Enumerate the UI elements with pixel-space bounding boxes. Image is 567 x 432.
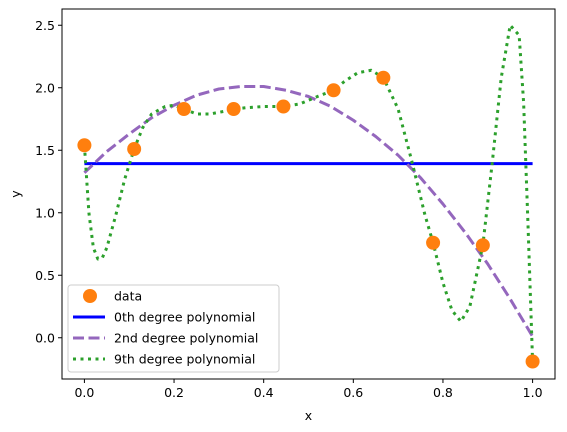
- data-point: [475, 238, 490, 253]
- legend-entry: data: [83, 289, 142, 304]
- legend-label: 2nd degree polynomial: [114, 331, 258, 346]
- legend-entry: 2nd degree polynomial: [73, 331, 258, 346]
- data-point: [525, 354, 540, 369]
- data-point: [426, 235, 441, 250]
- legend: data 0th degree polynomial 2nd degree poly…: [67, 284, 280, 373]
- data-point: [226, 102, 241, 116]
- data-point: [276, 99, 291, 114]
- y-axis-label: y: [8, 190, 23, 198]
- legend-label: 9th degree polynomial: [114, 352, 255, 367]
- data-point: [77, 138, 92, 153]
- legend-entry: 0th degree polynomial: [73, 310, 255, 325]
- y-tick-label: 2.5: [35, 18, 55, 33]
- x-tick-label: 0.6: [343, 385, 363, 400]
- x-tick-label: 0.8: [433, 385, 453, 400]
- x-axis-label: x: [305, 408, 312, 423]
- x-tick-label: 1.0: [523, 385, 543, 400]
- series-layer: [77, 23, 540, 369]
- y-tick-label: 2.0: [35, 80, 55, 95]
- x-tick-label: 0.4: [254, 385, 274, 400]
- legend-box: [67, 284, 280, 373]
- data-point: [176, 102, 191, 116]
- x-tick-label: 0.2: [164, 385, 184, 400]
- data-point: [127, 142, 142, 156]
- y-tick-label: 0.0: [35, 330, 55, 345]
- series-line-2nd: [83, 85, 534, 338]
- data-point: [326, 83, 341, 98]
- x-axis-ticks: 0.0 0.2 0.4 0.6 0.8 1.0: [74, 379, 543, 400]
- axes-frame: [61, 8, 556, 380]
- legend-label: data: [114, 289, 142, 304]
- y-tick-label: 1.0: [35, 205, 55, 220]
- y-axis-ticks: 0.0 0.5 1.0 1.5 2.0 2.5: [35, 18, 62, 345]
- y-tick-label: 0.5: [35, 268, 55, 283]
- data-point: [376, 70, 391, 85]
- x-tick-label: 0.0: [74, 385, 94, 400]
- y-tick-label: 1.5: [35, 143, 55, 158]
- legend-label: 0th degree polynomial: [114, 310, 255, 325]
- legend-entry: 9th degree polynomial: [73, 352, 255, 367]
- legend-marker: [83, 289, 97, 303]
